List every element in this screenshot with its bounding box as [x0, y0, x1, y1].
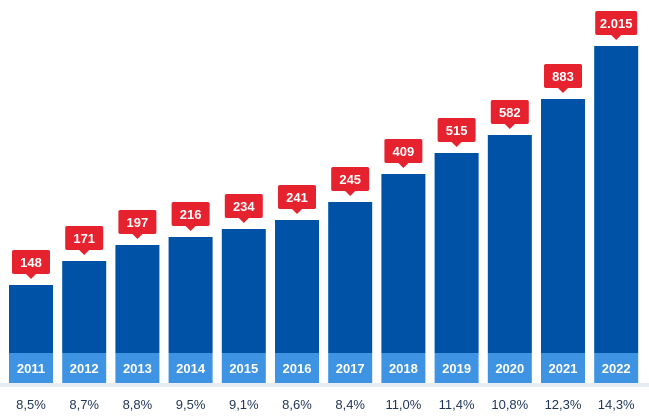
- percent-label-2016: 8,6%: [282, 397, 312, 412]
- value-bubble-pointer: [292, 209, 302, 214]
- percent-label-2017: 8,4%: [335, 397, 365, 412]
- percent-label-2018: 11,0%: [385, 397, 422, 412]
- year-band-2019: [434, 353, 479, 383]
- bar-2011: [9, 285, 53, 353]
- x-tick-label: 2015: [229, 361, 258, 376]
- data-label: 515: [446, 123, 468, 138]
- value-bubble-pointer: [504, 124, 515, 129]
- value-bubble-pointer: [79, 250, 90, 255]
- value-bubble-pointer: [558, 88, 568, 93]
- value-bubble-2014: [171, 202, 210, 226]
- x-tick-label: 2018: [389, 361, 418, 376]
- bar-2022: [594, 46, 639, 353]
- value-bubble-pointer: [451, 142, 462, 147]
- x-tick-label: 2016: [283, 361, 312, 376]
- x-tick-label: 2017: [336, 361, 365, 376]
- value-bubble-2012: [65, 226, 104, 250]
- bar-2020: [487, 135, 532, 353]
- percent-label-2015: 9,1%: [228, 397, 259, 412]
- percent-label-2021: 12,3%: [544, 397, 582, 412]
- bar-chart: 2011 148 2012 171 2013 197 2014 216 2015 234 2016 2…: [9, 11, 639, 383]
- baseline-strip: [0, 383, 649, 387]
- data-label: 883: [552, 69, 574, 84]
- percent-row: 8,5% 8,7% 8,8% 9,5% 9,1% 8,6% 8,4% 11,0% 11,4% 10…: [0, 390, 649, 416]
- data-label: 171: [73, 231, 95, 246]
- year-band-2018: [381, 353, 426, 383]
- bar-2018: [381, 174, 426, 353]
- value-bubble-pointer: [398, 163, 409, 168]
- year-band-2017: [328, 353, 373, 383]
- year-band-2013: [115, 353, 160, 383]
- data-label: 216: [180, 207, 202, 222]
- value-bubble-pointer: [238, 218, 249, 223]
- bar-2021: [541, 99, 585, 353]
- year-band-2014: [168, 353, 213, 383]
- bar-2014: [168, 237, 213, 353]
- data-label: 148: [20, 255, 42, 270]
- percent-label-2013: 8,8%: [122, 397, 153, 412]
- percent-label-2014: 9,5%: [175, 397, 206, 412]
- year-band-2011: [9, 353, 53, 383]
- value-bubble-2016: [278, 185, 316, 209]
- year-band-2022: [594, 353, 639, 383]
- year-band-2012: [62, 353, 107, 383]
- bar-2017: [328, 202, 373, 353]
- bar-2019: [434, 153, 479, 353]
- value-bubble-pointer: [132, 234, 143, 239]
- x-tick-label: 2021: [549, 361, 578, 376]
- bar-2015: [221, 229, 266, 353]
- value-bubble-2020: [490, 100, 529, 124]
- value-bubble-pointer: [26, 274, 36, 279]
- value-bubble-pointer: [611, 35, 622, 40]
- year-band-2021: [541, 353, 585, 383]
- bar-2016: [275, 220, 319, 353]
- percent-label-2020: 10,8%: [491, 397, 529, 412]
- percent-label-2022: 14,3%: [597, 397, 635, 412]
- data-label: 2.015: [600, 16, 633, 31]
- bar-2013: [115, 245, 160, 353]
- percent-label-2019: 11,4%: [438, 397, 475, 412]
- value-bubble-2022: [595, 11, 638, 35]
- x-tick-label: 2019: [442, 361, 471, 376]
- x-tick-label: 2014: [176, 361, 206, 376]
- data-label: 245: [339, 172, 361, 187]
- value-bubble-pointer: [345, 191, 356, 196]
- x-tick-label: 2020: [495, 361, 524, 376]
- value-bubble-2019: [437, 118, 476, 142]
- percent-label-2012: 8,7%: [69, 397, 99, 412]
- x-tick-label: 2022: [602, 361, 631, 376]
- data-label: 241: [286, 190, 308, 205]
- percent-label-2011: 8,5%: [16, 397, 46, 412]
- value-bubble-2011: [12, 250, 50, 274]
- data-label: 409: [393, 144, 415, 159]
- data-label: 234: [233, 199, 255, 214]
- value-bubble-pointer: [185, 226, 196, 231]
- x-tick-label: 2012: [70, 361, 99, 376]
- data-label: 582: [499, 105, 521, 120]
- year-band-2016: [275, 353, 319, 383]
- x-tick-label: 2011: [17, 361, 45, 376]
- x-tick-label: 2013: [123, 361, 152, 376]
- value-bubble-2021: [544, 64, 582, 88]
- value-bubble-2018: [384, 139, 423, 163]
- data-label: 197: [127, 215, 149, 230]
- year-band-2015: [221, 353, 266, 383]
- value-bubble-2017: [331, 167, 370, 191]
- value-bubble-2015: [224, 194, 263, 218]
- year-band-2020: [487, 353, 532, 383]
- value-bubble-2013: [118, 210, 157, 234]
- bar-2012: [62, 261, 107, 353]
